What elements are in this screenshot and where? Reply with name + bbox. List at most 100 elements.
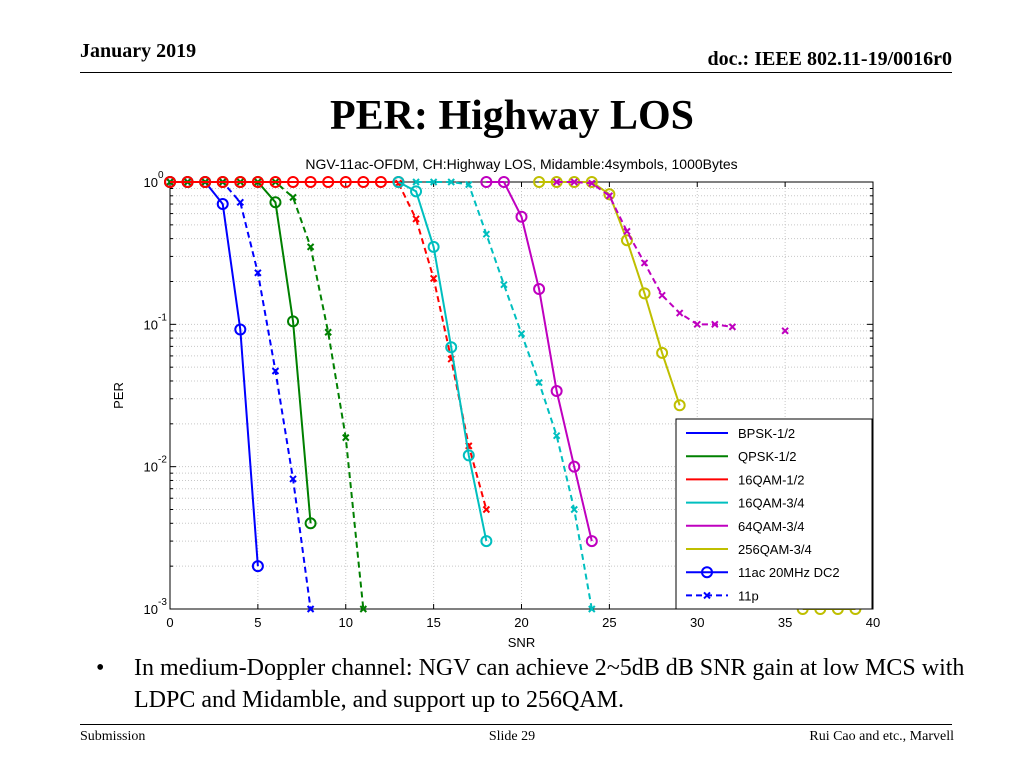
data-point-cross (517, 329, 526, 338)
data-point-cross (306, 605, 315, 613)
data-point-cross (412, 178, 420, 186)
data-point-circle (269, 176, 282, 188)
data-point-cross (306, 243, 315, 251)
data-point-circle (568, 460, 581, 473)
data-point-circle (322, 176, 335, 188)
x-tick-label: 15 (426, 615, 440, 630)
data-point-cross (342, 433, 350, 442)
data-point-circle (374, 176, 387, 188)
y-tick-label: 10 (144, 460, 158, 475)
footer-submission: Submission (80, 729, 146, 744)
data-point-cross (289, 193, 297, 202)
data-point-cross (781, 327, 789, 335)
data-point-circle (234, 323, 247, 336)
x-axis-label: SNR (508, 635, 535, 650)
data-point-cross (429, 274, 438, 283)
y-axis-label: PER (111, 382, 126, 409)
data-point-cross (254, 269, 262, 277)
series-16qam-3-4-11p (412, 178, 596, 613)
y-tick-exponent: -2 (158, 455, 167, 466)
data-point-cross (693, 320, 701, 329)
data-point-circle (515, 210, 528, 223)
footer-divider (80, 724, 952, 725)
data-point-cross (658, 291, 666, 299)
data-point-cross (482, 505, 491, 514)
data-point-cross (271, 367, 280, 375)
legend: BPSK-1/2 QPSK-1/2 16QAM-1/2 16QAM-3/4 64QAM-… (675, 418, 873, 610)
data-point-cross (552, 178, 561, 186)
y-tick-exponent: -1 (158, 312, 167, 323)
chart-title: NGV-11ac-OFDM, CH:Highway LOS, Midamble:… (305, 156, 737, 172)
legend-item: BPSK-1/2 (686, 426, 795, 441)
data-point-circle (181, 176, 194, 188)
data-point-cross (570, 505, 578, 514)
legend-item: 64QAM-3/4 (686, 519, 804, 534)
data-point-circle (673, 399, 686, 412)
data-point-cross (535, 378, 543, 387)
legend-label: 256QAM-3/4 (738, 542, 812, 557)
legend-item: 16QAM-1/2 (686, 472, 804, 487)
data-point-cross (570, 178, 578, 186)
data-point-circle (585, 535, 598, 548)
data-point-cross (552, 432, 561, 440)
data-point-circle (251, 176, 264, 188)
x-tick-label: 0 (166, 615, 173, 630)
header-doc-id: doc.: IEEE 802.11-19/0016r0 (707, 48, 952, 70)
data-point-cross (500, 280, 508, 289)
data-point-cross (703, 591, 711, 600)
data-point-cross (728, 323, 737, 331)
y-tick-label: 10 (144, 175, 158, 190)
series-line (486, 181, 593, 542)
data-point-cross (412, 215, 420, 223)
data-point-circle (410, 185, 423, 198)
data-point-cross (465, 180, 473, 189)
data-point-circle (480, 535, 493, 548)
data-point-circle (304, 517, 317, 530)
y-tick-exponent: -3 (158, 597, 167, 608)
legend-label: 11p (738, 588, 759, 603)
data-point-circle (287, 176, 300, 188)
x-tick-label: 35 (778, 615, 792, 630)
data-point-circle (603, 188, 616, 201)
legend-item: 16QAM-3/4 (686, 496, 804, 511)
data-point-circle (216, 198, 229, 211)
x-tick-label: 5 (254, 615, 261, 630)
data-point-cross (289, 475, 297, 483)
header-divider (80, 72, 952, 73)
data-point-circle (550, 385, 563, 398)
data-point-circle (701, 566, 713, 579)
data-point-cross (394, 179, 403, 187)
y-tick-label: 10 (144, 602, 158, 617)
series-16qam-3-4-11ac (392, 176, 493, 548)
bullet-dot: • (96, 655, 105, 681)
x-tick-label: 20 (514, 615, 528, 630)
data-point-cross (429, 178, 438, 186)
legend-label: QPSK-1/2 (738, 449, 797, 464)
legend-item: 11ac 20MHz DC2 (686, 565, 840, 580)
x-tick-label: 30 (690, 615, 704, 630)
series-line (398, 181, 488, 542)
data-point-cross (640, 259, 649, 267)
series-16qam-1-2-11p (394, 179, 491, 514)
legend-item: QPSK-1/2 (686, 449, 797, 464)
data-point-cross (324, 328, 332, 336)
legend-box (675, 418, 873, 610)
data-point-circle (392, 176, 405, 188)
data-point-circle (480, 176, 493, 188)
data-point-circle (304, 176, 317, 188)
legend-item: 11p (686, 588, 759, 603)
data-point-cross (588, 605, 596, 613)
series-line (397, 182, 488, 510)
legend-label: 64QAM-3/4 (738, 519, 804, 534)
slide-title: PER: Highway LOS (329, 93, 695, 139)
data-point-circle (533, 283, 546, 296)
data-point-circle (357, 176, 370, 188)
header-date: January 2019 (80, 40, 197, 62)
data-point-cross (359, 605, 368, 613)
series-64qam-3-4-11p-isolated (781, 327, 789, 335)
data-point-circle (462, 449, 475, 462)
data-point-circle (234, 176, 247, 188)
series-64qam-3-4-11p (552, 178, 737, 331)
legend-label: 16QAM-1/2 (738, 472, 804, 487)
